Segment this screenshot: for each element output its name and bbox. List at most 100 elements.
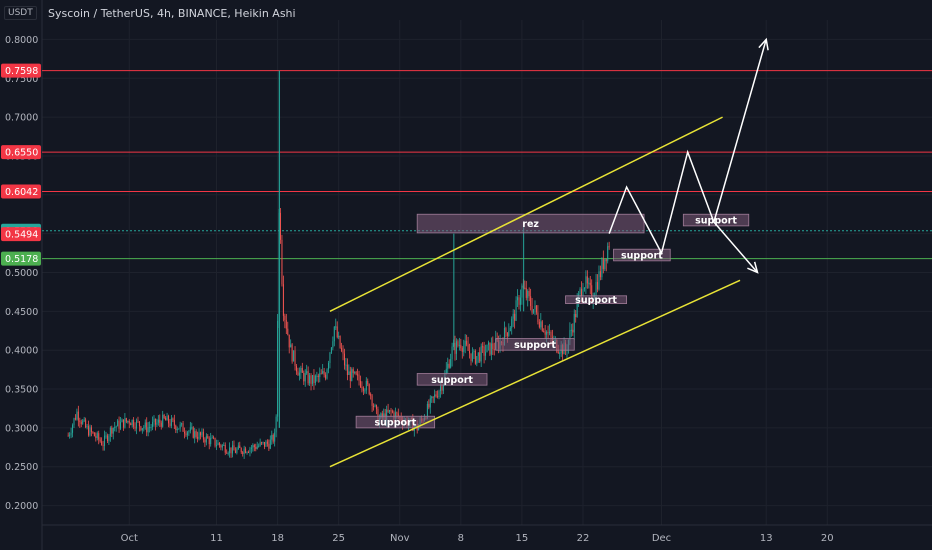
candle-body — [154, 418, 156, 425]
price-tag-label: 0.7598 — [5, 66, 38, 77]
candle-body — [534, 305, 536, 310]
price-tag-box — [1, 251, 41, 266]
y-tick-label: 0.5000 — [5, 268, 38, 279]
candle-body — [480, 346, 482, 362]
candle-body — [127, 420, 129, 422]
candle-body — [527, 291, 529, 298]
candle-body — [370, 394, 372, 396]
projection-arrow — [713, 39, 767, 223]
zone-box — [416, 373, 488, 386]
candle-body — [492, 343, 494, 350]
candle-body — [213, 437, 215, 439]
candle-body — [463, 346, 465, 352]
candle-body — [118, 420, 120, 429]
candle-body — [98, 433, 100, 440]
candle-body — [179, 424, 181, 429]
candle-body — [92, 431, 94, 433]
candle-body — [466, 340, 468, 345]
candle-body — [297, 371, 299, 376]
candle-body — [362, 387, 364, 391]
candle-body — [95, 436, 97, 438]
candle-body — [575, 313, 577, 318]
candle-body — [486, 344, 488, 353]
candle-body — [117, 420, 119, 427]
candle-body — [351, 369, 353, 382]
candle-body — [461, 348, 463, 352]
candle-body — [285, 320, 287, 329]
candle-body — [464, 340, 466, 347]
candle-body — [441, 386, 443, 391]
candle-body — [450, 359, 452, 368]
candle-body — [80, 422, 82, 424]
x-tick-label: 15 — [516, 533, 529, 544]
candle-body — [223, 444, 225, 446]
candle-body — [332, 341, 334, 348]
x-tick-label: Dec — [652, 533, 671, 544]
candle-body — [281, 239, 283, 285]
candle-body — [249, 448, 251, 453]
candle-body — [391, 411, 393, 413]
candle-body — [262, 441, 264, 443]
candle-body — [99, 439, 101, 442]
candle-body — [326, 369, 328, 379]
candle-body — [77, 411, 79, 421]
candle-body — [144, 422, 146, 428]
zone-box — [416, 213, 645, 234]
candle-body — [396, 412, 398, 414]
candle-body — [460, 344, 462, 349]
candle-body — [432, 396, 434, 398]
candle-body — [339, 335, 341, 348]
candle-body — [165, 417, 167, 421]
candle-body — [426, 403, 428, 419]
candle-body — [134, 426, 136, 429]
candle-body — [114, 427, 116, 429]
candle-body — [291, 344, 293, 362]
candle-body — [102, 445, 104, 447]
candle-body — [482, 346, 484, 348]
candle-body — [306, 371, 308, 374]
candle-body — [136, 420, 138, 429]
candle-body — [435, 394, 437, 397]
candle-body — [361, 386, 363, 388]
candle-body — [112, 427, 114, 434]
candle-body — [298, 372, 300, 376]
candle-body — [512, 313, 514, 319]
candle-body — [259, 442, 261, 446]
candle-body — [364, 390, 366, 392]
price-tag-box — [1, 184, 41, 199]
candle-body — [147, 427, 149, 433]
candle-body — [194, 431, 196, 438]
candle-body — [191, 427, 193, 429]
projection-arrowhead-icon — [758, 37, 769, 51]
candle-body — [546, 331, 548, 335]
x-tick-label: Oct — [121, 533, 138, 544]
candle-body — [300, 367, 302, 373]
candle-body — [210, 438, 212, 445]
y-tick-label: 0.2000 — [5, 501, 38, 512]
candle-body — [242, 452, 244, 454]
candle-body — [514, 313, 516, 321]
candle-body — [515, 300, 517, 321]
candle-body — [310, 375, 312, 384]
candle-body — [189, 427, 191, 432]
candle-body — [200, 432, 202, 436]
candle-body — [82, 420, 84, 424]
zone-box — [355, 415, 436, 429]
candle-body — [243, 448, 245, 454]
candle-body — [451, 346, 453, 360]
candle-body — [217, 442, 219, 446]
candle-body — [279, 212, 282, 240]
candle-body — [156, 422, 158, 425]
candle-body — [322, 371, 324, 374]
candle-body — [277, 320, 279, 417]
y-tick-label: 0.3000 — [5, 423, 38, 434]
candle-body — [124, 418, 126, 428]
x-tick-label: 18 — [271, 533, 284, 544]
candle-body — [535, 305, 537, 313]
candle-body — [490, 343, 492, 355]
candle-body — [479, 352, 481, 362]
candle-body — [205, 436, 207, 443]
candle-body — [141, 428, 143, 431]
